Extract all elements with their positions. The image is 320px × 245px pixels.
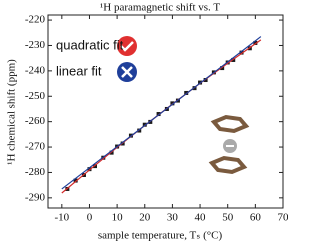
y-axis-label: ¹H chemical shift (ppm)	[6, 59, 18, 165]
y-tick-label: -250	[25, 90, 46, 102]
x-tick-label: 30	[167, 212, 179, 224]
data-point	[239, 50, 244, 55]
x-tick-label: 40	[195, 212, 207, 224]
x-tick-label: 70	[278, 212, 289, 224]
y-tick-label: -270	[25, 141, 46, 153]
fit-line	[61, 36, 262, 190]
quadratic-icon	[117, 36, 137, 56]
y-tick-label: -290	[25, 191, 46, 203]
y-tick-label: -230	[25, 39, 46, 51]
y-tick-label: -260	[25, 115, 46, 127]
y-tick-label: -240	[25, 64, 46, 76]
x-tick-label: 60	[250, 212, 262, 224]
y-tick-label: -220	[25, 14, 46, 26]
x-axis-label: sample temperature, Tₛ (°C)	[98, 230, 223, 242]
plot-frame	[47, 14, 284, 209]
x-tick-label: 10	[112, 212, 124, 224]
data-point	[73, 178, 78, 183]
data-point	[109, 150, 114, 155]
legend-label: linear fit	[56, 63, 102, 78]
molecule	[208, 114, 250, 175]
chart-title: ¹H paramagnetic shift vs. T	[100, 2, 220, 14]
chart: ¹H paramagnetic shift vs. T sample tempe…	[6, 2, 289, 242]
x-tick-label: -10	[54, 212, 69, 224]
data-point	[220, 66, 225, 71]
legend-label: quadratic fit	[56, 37, 124, 52]
data-point	[142, 122, 147, 127]
y-tick-label: -280	[25, 166, 46, 178]
data-point	[170, 101, 175, 106]
x-tick-label: 0	[87, 212, 93, 224]
data-point	[184, 90, 189, 95]
x-tick-label: 20	[139, 212, 151, 224]
x-tick-label: 50	[222, 212, 234, 224]
data-point	[253, 40, 258, 45]
data-point	[156, 112, 161, 117]
linear-icon	[117, 62, 137, 82]
